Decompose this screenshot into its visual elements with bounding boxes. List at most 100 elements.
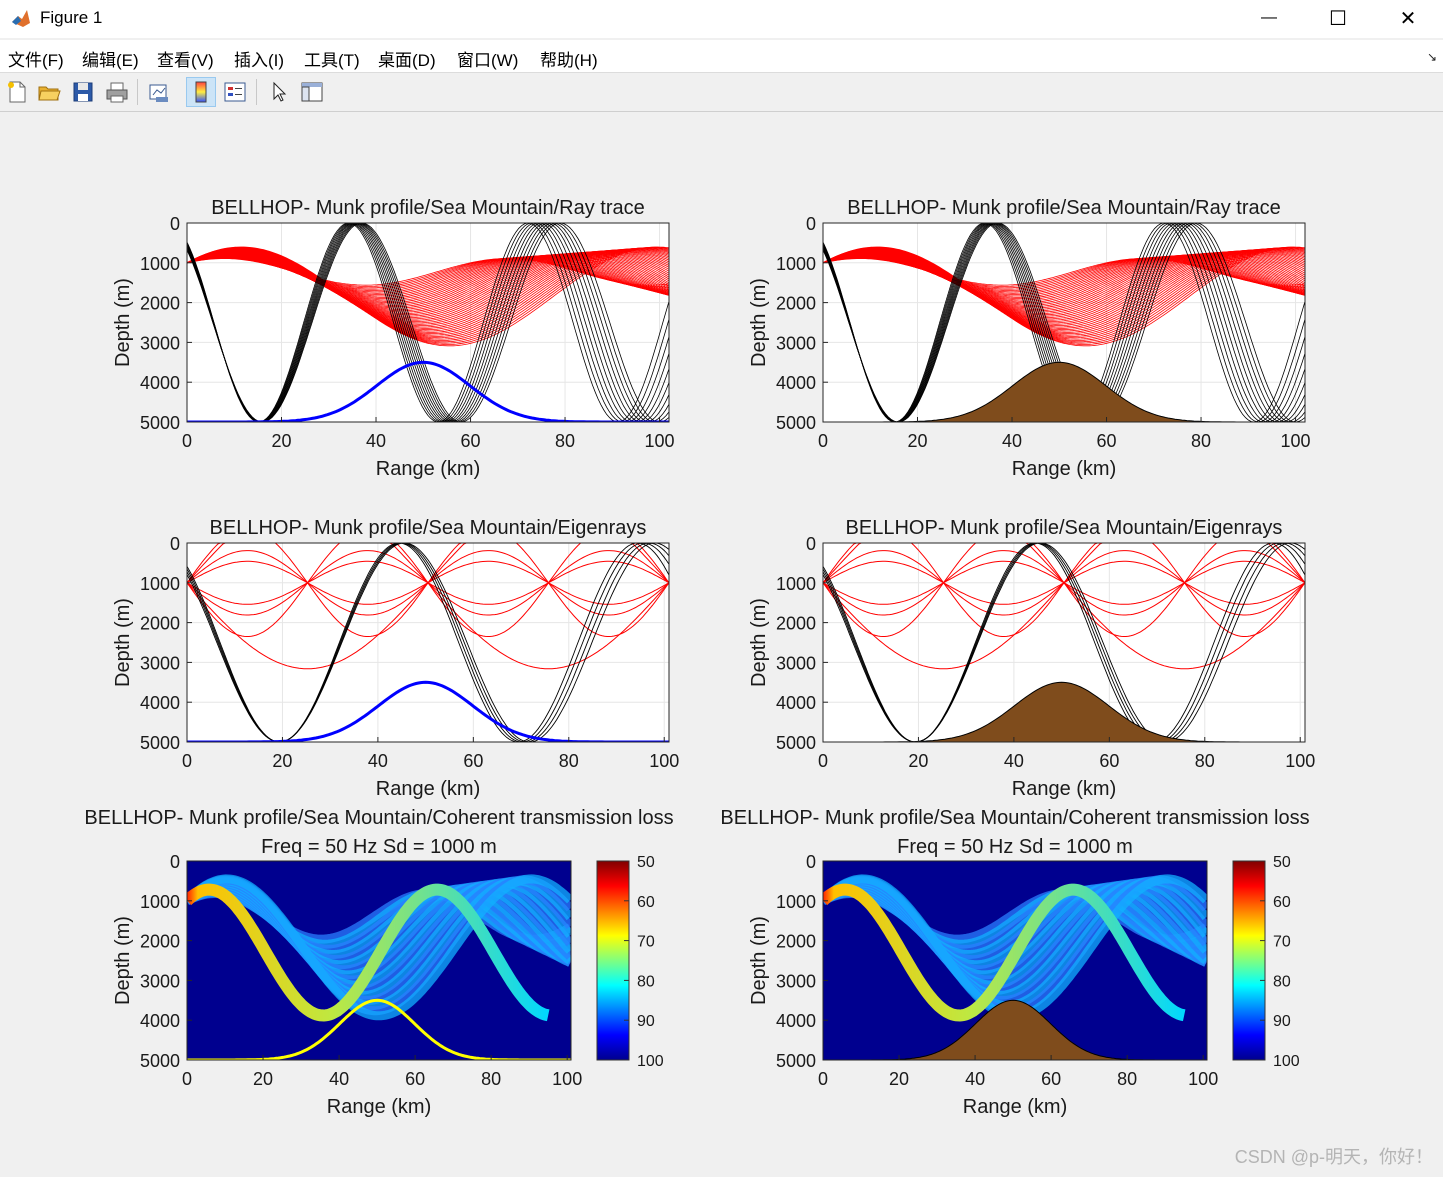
colorbar-tick-label: 100 (1273, 1053, 1300, 1070)
plot-title: BELLHOP- Munk profile/Sea Mountain/Eigen… (846, 517, 1283, 539)
tl-source-lobe (823, 883, 1186, 1022)
plot-content (823, 223, 1305, 422)
y-tick-label: 5000 (776, 1051, 816, 1071)
save-icon[interactable] (68, 77, 98, 107)
x-tick-label: 0 (182, 1069, 192, 1089)
x-tick-label: 100 (1285, 751, 1315, 771)
x-tick-label: 60 (405, 1069, 425, 1089)
x-tick-label: 80 (481, 1069, 501, 1089)
plot-content (187, 543, 669, 742)
menu-file[interactable]: 文件(F) (8, 51, 64, 70)
y-axis-label: Depth (m) (748, 916, 770, 1005)
y-tick-label: 2000 (776, 932, 816, 952)
print-icon[interactable] (102, 77, 132, 107)
x-axis-label: Range (km) (1012, 458, 1116, 480)
axes-box (822, 860, 1208, 1061)
y-axis-label: Depth (m) (748, 598, 770, 687)
y-tick-label: 2000 (140, 932, 180, 952)
y-tick-label: 4000 (776, 693, 816, 713)
x-tick-label: 40 (1004, 751, 1024, 771)
x-tick-label: 100 (552, 1069, 582, 1089)
menu-view[interactable]: 查看(V) (157, 51, 214, 70)
menu-tools[interactable]: 工具(T) (304, 51, 360, 70)
minimize-button[interactable]: — (1234, 0, 1304, 36)
axes-box (822, 542, 1306, 743)
y-tick-label: 3000 (140, 653, 180, 673)
maximize-icon: ☐ (1329, 7, 1347, 30)
y-tick-label: 2000 (140, 614, 180, 634)
x-tick-label: 80 (1195, 751, 1215, 771)
legend-icon[interactable] (220, 77, 250, 107)
x-tick-label: 100 (1188, 1069, 1218, 1089)
y-tick-label: 1000 (776, 892, 816, 912)
menu-window[interactable]: 窗口(W) (457, 51, 519, 70)
toolbar-separator (137, 79, 138, 105)
link-plot-icon[interactable] (144, 77, 174, 107)
toolbar-separator (256, 79, 257, 105)
y-tick-label: 1000 (776, 574, 816, 594)
colorbar-tick-label: 60 (637, 894, 655, 911)
new-figure-icon[interactable] (2, 77, 32, 107)
y-tick-label: 3000 (140, 333, 180, 353)
minimize-icon: — (1261, 9, 1277, 26)
x-tick-label: 100 (645, 431, 675, 451)
close-icon: ✕ (1399, 7, 1417, 30)
x-tick-label: 80 (1117, 1069, 1137, 1089)
menu-edit[interactable]: 编辑(E) (82, 51, 139, 70)
x-tick-label: 0 (182, 751, 192, 771)
colorbar-icon[interactable] (186, 77, 216, 107)
x-tick-label: 40 (368, 751, 388, 771)
colorbar-tick-label: 50 (637, 854, 655, 871)
y-tick-label: 5000 (140, 413, 180, 433)
bottom-bounce-ray (187, 223, 669, 422)
y-tick-label: 5000 (140, 1051, 180, 1071)
x-tick-label: 0 (818, 1069, 828, 1089)
y-tick-label: 0 (170, 852, 180, 872)
x-tick-label: 80 (559, 751, 579, 771)
x-tick-label: 40 (965, 1069, 985, 1089)
x-tick-label: 20 (907, 431, 927, 451)
x-tick-label: 0 (182, 431, 192, 451)
y-tick-label: 1000 (140, 574, 180, 594)
axes-background (187, 543, 669, 742)
property-editor-icon[interactable] (297, 77, 327, 107)
open-file-icon[interactable] (34, 77, 64, 107)
colorbar (1232, 860, 1266, 1061)
colorbar-tick-label: 70 (1273, 934, 1291, 951)
colorbar-tick-label: 80 (1273, 973, 1291, 990)
dock-arrow-icon[interactable]: ↘ (1426, 50, 1437, 64)
y-tick-label: 1000 (776, 254, 816, 274)
eigenray-line (823, 560, 1305, 605)
tl-band (187, 874, 571, 1021)
plot-title: BELLHOP- Munk profile/Sea Mountain/Coher… (720, 807, 1309, 829)
y-axis-label: Depth (m) (112, 916, 134, 1005)
y-tick-label: 4000 (776, 1011, 816, 1031)
y-tick-label: 1000 (140, 254, 180, 274)
maximize-button[interactable]: ☐ (1303, 0, 1373, 36)
x-tick-label: 20 (253, 1069, 273, 1089)
axes-box (186, 542, 670, 743)
y-tick-label: 4000 (140, 373, 180, 393)
pointer-icon[interactable] (263, 77, 293, 107)
y-tick-label: 5000 (776, 733, 816, 753)
menu-insert[interactable]: 插入(I) (234, 51, 285, 70)
y-tick-label: 0 (806, 534, 816, 554)
colorbar-tick-label: 90 (1273, 1013, 1291, 1030)
close-button[interactable]: ✕ (1373, 0, 1443, 36)
menu-help[interactable]: 帮助(H) (540, 51, 598, 70)
y-tick-label: 0 (806, 214, 816, 234)
y-tick-label: 2000 (776, 614, 816, 634)
y-tick-label: 3000 (776, 971, 816, 991)
x-tick-label: 80 (1191, 431, 1211, 451)
x-tick-label: 60 (463, 751, 483, 771)
x-axis-label: Range (km) (327, 1096, 431, 1118)
y-tick-label: 3000 (776, 333, 816, 353)
plot-subtitle: Freq = 50 Hz Sd = 1000 m (261, 836, 497, 858)
menu-desktop[interactable]: 桌面(D) (378, 51, 436, 70)
y-tick-label: 0 (170, 214, 180, 234)
colorbar (596, 860, 630, 1061)
colorbar-tick-label: 100 (637, 1053, 664, 1070)
